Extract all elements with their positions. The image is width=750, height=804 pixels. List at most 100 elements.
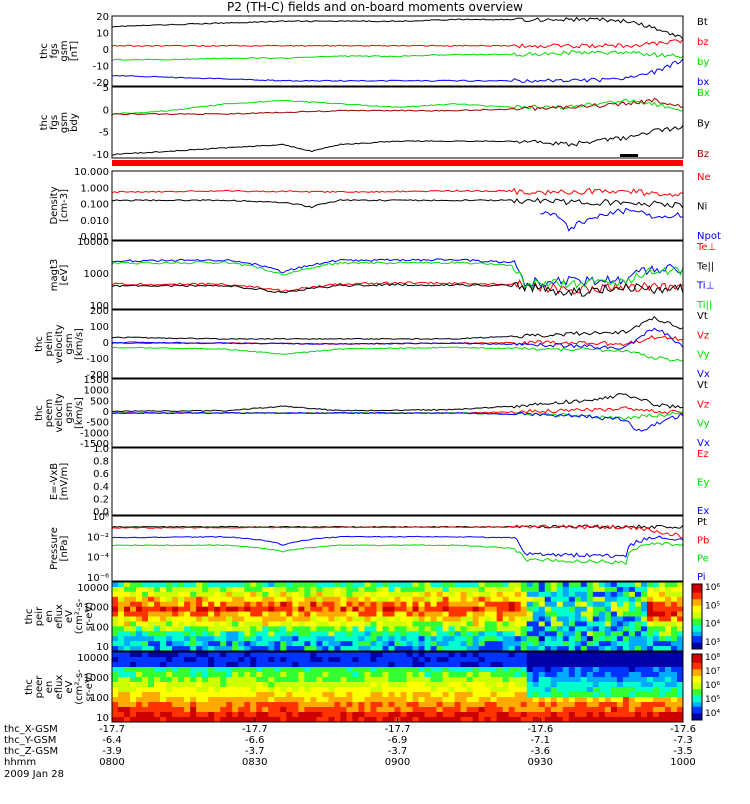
colorbar-segment xyxy=(692,590,702,594)
spectrogram-cell xyxy=(250,717,257,723)
spectrogram-cell xyxy=(244,682,251,688)
spectrogram-cell xyxy=(652,712,660,718)
spectrogram-cell xyxy=(412,582,419,588)
spectrogram-cell xyxy=(502,692,510,698)
y-axis-label-line: [nPa] xyxy=(59,535,70,561)
spectrogram-cell xyxy=(190,601,197,608)
spectrogram-cell xyxy=(520,606,528,612)
legend-label: Te|| xyxy=(696,261,714,272)
spectrogram-cell xyxy=(280,692,287,698)
spectrogram-cell xyxy=(598,657,606,663)
spectrogram-cell xyxy=(130,657,137,663)
spectrogram-cell xyxy=(364,672,371,678)
spectrogram-cell xyxy=(340,606,347,612)
spectrogram-cell xyxy=(394,687,401,693)
spectrogram-cell xyxy=(646,611,654,617)
spectrogram-cell xyxy=(376,621,383,627)
spectrogram-cell xyxy=(676,657,684,663)
spectrogram-cell xyxy=(208,692,215,698)
spectrogram-cell xyxy=(388,621,395,627)
x-axis-row-label: thc_Y-GSM xyxy=(4,735,56,746)
spectrogram-cell xyxy=(118,697,125,703)
spectrogram-cell xyxy=(166,657,173,663)
spectrogram-cell xyxy=(262,631,269,637)
spectrogram-cell xyxy=(670,677,678,683)
spectrogram-cell xyxy=(604,591,612,598)
spectrogram-cell xyxy=(556,646,564,652)
spectrogram-cell xyxy=(640,621,648,627)
spectrogram-cell xyxy=(352,662,359,668)
spectrogram-cell xyxy=(544,611,552,617)
spectrogram-cell xyxy=(562,646,570,652)
spectrogram-cell xyxy=(196,606,203,612)
spectrogram-cell xyxy=(436,631,443,637)
spectrogram-cell xyxy=(640,601,648,608)
spectrogram-cell xyxy=(160,687,167,693)
spectrogram-cell xyxy=(316,657,323,663)
spectrogram-cell xyxy=(652,626,660,632)
spectrogram-cell xyxy=(400,636,407,642)
spectrogram-cell xyxy=(478,591,486,598)
spectrogram-cell xyxy=(376,672,383,678)
spectrogram-cell xyxy=(496,687,504,693)
spectrogram-cell xyxy=(178,652,185,658)
spectrogram-cell xyxy=(124,636,131,642)
spectrogram-cell xyxy=(610,582,618,588)
spectrogram-cell xyxy=(202,646,209,652)
panel-frame xyxy=(111,309,684,379)
spectrogram-cell xyxy=(400,687,407,693)
spectrogram-cell xyxy=(262,606,269,612)
spectrogram-cell xyxy=(232,652,239,658)
spectrogram-cell xyxy=(130,586,137,593)
spectrogram-cell xyxy=(292,596,299,603)
spectrogram-cell xyxy=(238,667,245,673)
spectrogram-cell xyxy=(628,672,636,678)
spectrogram-cell xyxy=(550,712,558,718)
spectrogram-cell xyxy=(664,667,672,673)
spectrogram-cell xyxy=(334,697,341,703)
spectrogram-cell xyxy=(352,652,359,658)
spectrogram-cell xyxy=(454,616,462,622)
spectrogram-cell xyxy=(622,641,630,647)
spectrogram-cell xyxy=(226,662,233,668)
spectrogram-cell xyxy=(646,662,654,668)
spectrogram-cell xyxy=(472,621,480,627)
spectrogram-cell xyxy=(298,601,305,608)
spectrogram-cell xyxy=(280,601,287,608)
spectrogram-cell xyxy=(250,591,257,598)
colorbar-segment xyxy=(692,658,702,662)
spectrogram-cell xyxy=(226,621,233,627)
spectrogram-cell xyxy=(388,662,395,668)
spectrogram-cell xyxy=(604,652,612,658)
spectrogram-cell xyxy=(184,677,191,683)
spectrogram-cell xyxy=(616,712,624,718)
spectrogram-cell xyxy=(580,702,588,708)
spectrogram-cell xyxy=(190,586,197,593)
spectrogram-cell xyxy=(430,626,437,632)
spectrogram-cell xyxy=(334,712,341,718)
spectrogram-cell xyxy=(220,702,227,708)
spectrogram-cell xyxy=(466,702,474,708)
spectrogram-cell xyxy=(256,652,263,658)
spectrogram-cell xyxy=(508,586,516,593)
spectrogram-cell xyxy=(442,687,449,693)
spectrogram-cell xyxy=(196,616,203,622)
spectrogram-cell xyxy=(634,662,642,668)
spectrogram-cell xyxy=(382,692,389,698)
spectrogram-cell xyxy=(346,692,353,698)
spectrogram-cell xyxy=(202,692,209,698)
spectrogram-cell xyxy=(472,616,480,622)
spectrogram-cell xyxy=(616,677,624,683)
spectrogram-cell xyxy=(172,707,179,713)
spectrogram-cell xyxy=(394,697,401,703)
spectrogram-cell xyxy=(436,606,443,612)
spectrogram-cell xyxy=(274,657,281,663)
spectrogram-cell xyxy=(250,601,257,608)
spectrogram-cell xyxy=(622,636,630,642)
spectrogram-cell xyxy=(244,697,251,703)
spectrogram-cell xyxy=(328,672,335,678)
spectrogram-cell xyxy=(340,702,347,708)
y-tick-label: 10000 xyxy=(77,653,109,664)
spectrogram-cell xyxy=(532,641,540,647)
spectrogram-cell xyxy=(634,611,642,617)
